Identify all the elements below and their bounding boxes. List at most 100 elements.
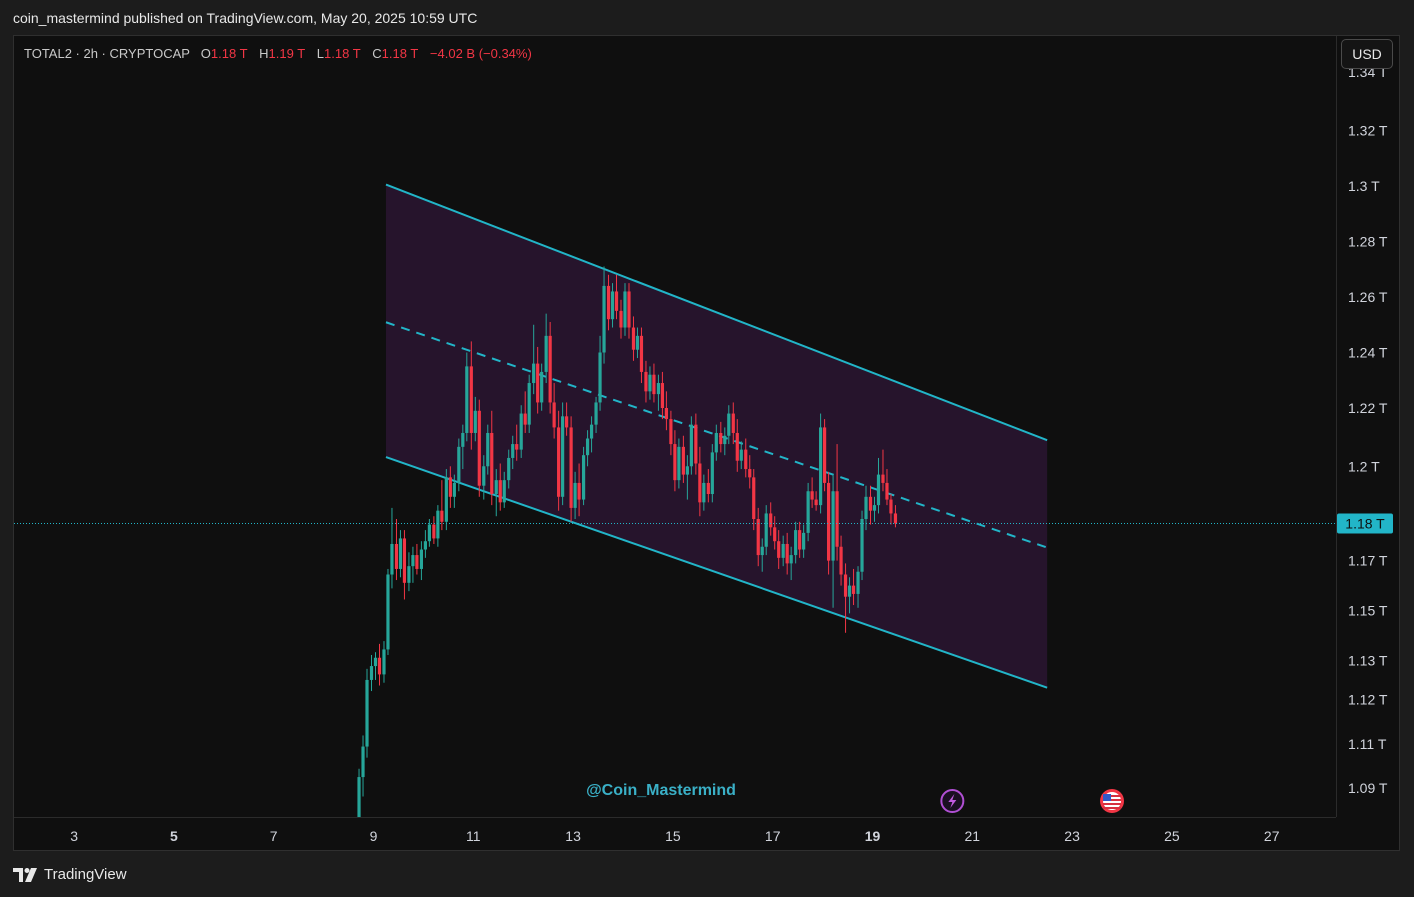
- candle: [527, 374, 531, 433]
- price-chart[interactable]: @Coin_Mastermind 1.34 T1.32 T1.3 T1.28 T…: [14, 36, 1399, 850]
- price-tick-label: 1.22 T: [1348, 400, 1388, 416]
- change-value: −4.02 B (−0.34%): [429, 46, 532, 61]
- candle-body: [885, 482, 889, 500]
- last-price-tag-bg: [1337, 513, 1393, 534]
- candle-body: [744, 449, 748, 470]
- candle: [398, 530, 403, 578]
- candle-body: [394, 543, 399, 569]
- candle-body: [398, 538, 403, 569]
- candle: [494, 469, 498, 517]
- candle-body: [365, 679, 369, 747]
- candle: [893, 505, 898, 528]
- candle-body: [710, 452, 714, 495]
- candle: [644, 360, 648, 403]
- candle: [569, 416, 573, 522]
- candle: [610, 283, 615, 328]
- candle: [623, 283, 627, 336]
- candle-body: [893, 513, 898, 524]
- candle-body: [851, 585, 856, 594]
- candle-body: [498, 480, 502, 503]
- candle: [427, 519, 431, 547]
- candle: [411, 546, 415, 583]
- candle-body: [390, 543, 394, 575]
- candle-body: [685, 466, 689, 475]
- candle-body: [457, 446, 461, 483]
- candle: [585, 430, 590, 467]
- last-price-tag-label: 1.18 T: [1345, 515, 1385, 531]
- candle-body: [723, 435, 727, 445]
- candle-body: [523, 413, 527, 425]
- candle: [581, 446, 586, 506]
- candle-body: [819, 427, 823, 506]
- candle: [373, 652, 378, 680]
- candle-body: [856, 571, 860, 594]
- candle-body: [561, 416, 565, 497]
- candle-body: [810, 491, 814, 500]
- candle: [872, 496, 877, 522]
- time-axis-bg: [14, 817, 1399, 850]
- price-axis[interactable]: 1.34 T1.32 T1.3 T1.28 T1.26 T1.24 T1.22 …: [1336, 36, 1399, 817]
- candle: [457, 438, 461, 492]
- candle-body: [664, 408, 669, 420]
- candle: [639, 327, 644, 384]
- candle-body: [461, 432, 465, 447]
- price-tick-label: 1.12 T: [1348, 691, 1388, 707]
- candle-body: [369, 666, 374, 680]
- candle: [523, 391, 527, 433]
- candle-body: [868, 496, 873, 511]
- high-value: 1.19 T: [268, 46, 306, 61]
- candle-body: [860, 519, 864, 572]
- candle: [851, 568, 856, 606]
- lightning-event-icon[interactable]: [940, 789, 965, 813]
- candle: [673, 430, 677, 492]
- candle: [557, 410, 561, 511]
- candle-body: [760, 546, 764, 556]
- candle-body: [452, 482, 456, 497]
- candle: [719, 421, 723, 453]
- candle: [440, 480, 444, 531]
- time-tick-label: 21: [965, 828, 981, 844]
- channel-mid-line[interactable]: [385, 321, 1048, 549]
- candle: [469, 341, 473, 450]
- candle-body: [594, 402, 598, 425]
- candle-body: [432, 524, 436, 539]
- candle: [390, 507, 394, 589]
- candle-body: [386, 574, 390, 650]
- candle-body: [789, 555, 793, 564]
- chart-frame[interactable]: @Coin_Mastermind 1.34 T 1.32 T 1.3 T 1.28 T…: [13, 35, 1400, 851]
- tradingview-logo[interactable]: TradingView: [13, 866, 127, 883]
- candle: [735, 419, 739, 472]
- candle-body: [876, 474, 881, 506]
- candle: [465, 352, 469, 442]
- candle-body: [702, 482, 706, 503]
- candle-body: [847, 585, 852, 597]
- candle: [635, 327, 640, 359]
- candle-body: [826, 482, 831, 561]
- candle: [656, 374, 661, 411]
- candle: [777, 530, 781, 569]
- candle: [843, 563, 848, 633]
- candle: [694, 413, 698, 475]
- candle-body: [448, 477, 452, 497]
- candle: [856, 566, 860, 608]
- candle-body: [569, 427, 573, 508]
- candle-body: [739, 449, 743, 461]
- candle: [648, 366, 652, 400]
- us-flag-event-icon[interactable]: [1100, 789, 1125, 813]
- candle-body: [735, 432, 739, 461]
- candle-body: [589, 424, 594, 439]
- candle-body: [781, 543, 785, 558]
- candle: [519, 405, 523, 458]
- candle: [552, 383, 556, 439]
- channel-upper-line[interactable]: [385, 183, 1048, 442]
- candle-body: [469, 366, 473, 433]
- candle: [369, 654, 374, 692]
- candle: [702, 474, 706, 511]
- currency-button[interactable]: USD: [1341, 39, 1393, 69]
- candle: [677, 438, 681, 489]
- candle: [415, 543, 419, 575]
- candle-body: [544, 335, 548, 372]
- time-axis[interactable]: 3 5 7 9 11 13 15 17 19 21 23 25 27: [14, 817, 1399, 850]
- candle: [498, 463, 502, 511]
- time-tick-label: 23: [1064, 828, 1080, 844]
